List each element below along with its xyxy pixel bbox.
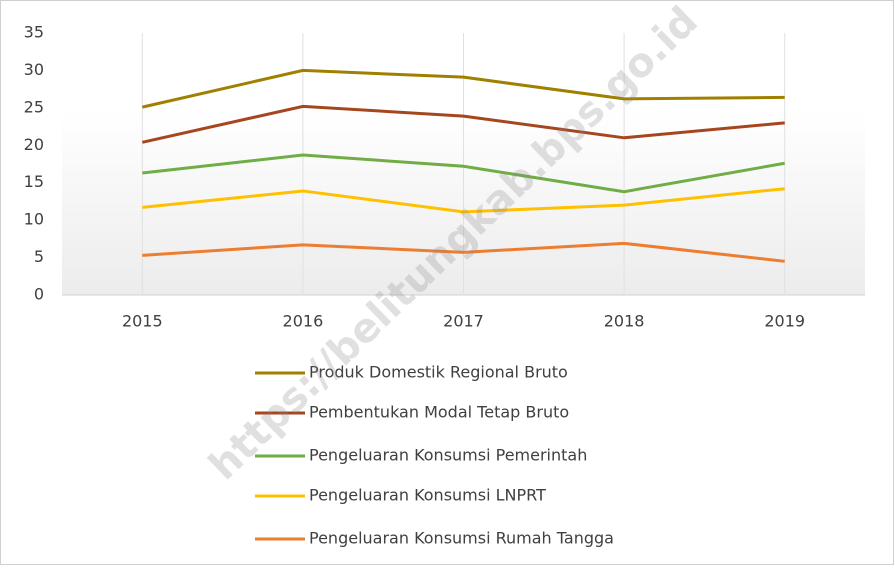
legend-label: Pengeluaran Konsumsi Rumah Tangga: [309, 529, 614, 548]
y-tick-label: 15: [24, 172, 44, 191]
series-line: [142, 153, 785, 194]
y-tick-label: 0: [34, 285, 44, 304]
legend-label: Produk Domestik Regional Bruto: [309, 363, 568, 382]
series-line: [141, 104, 785, 144]
y-tick-label: 25: [24, 97, 44, 116]
series-line: [142, 187, 785, 214]
y-tick-label: 35: [24, 23, 44, 42]
legend-label: Pengeluaran Konsumsi Pemerintah: [309, 446, 587, 465]
y-tick-label: 10: [24, 210, 44, 229]
legend-label: Pengeluaran Konsumsi LNPRT: [309, 486, 546, 505]
series-line: [141, 68, 785, 109]
x-tick-label: 2017: [443, 312, 484, 331]
x-tick-label: 2019: [764, 312, 805, 331]
x-tick-label: 2018: [604, 312, 645, 331]
y-tick-label: 30: [24, 60, 44, 79]
x-tick-label: 2015: [122, 312, 163, 331]
legend-label: Pembentukan Modal Tetap Bruto: [309, 403, 569, 422]
x-tick-label: 2016: [283, 312, 324, 331]
y-tick-label: 20: [24, 135, 44, 154]
y-tick-label: 5: [34, 247, 44, 266]
series-line: [142, 241, 785, 263]
